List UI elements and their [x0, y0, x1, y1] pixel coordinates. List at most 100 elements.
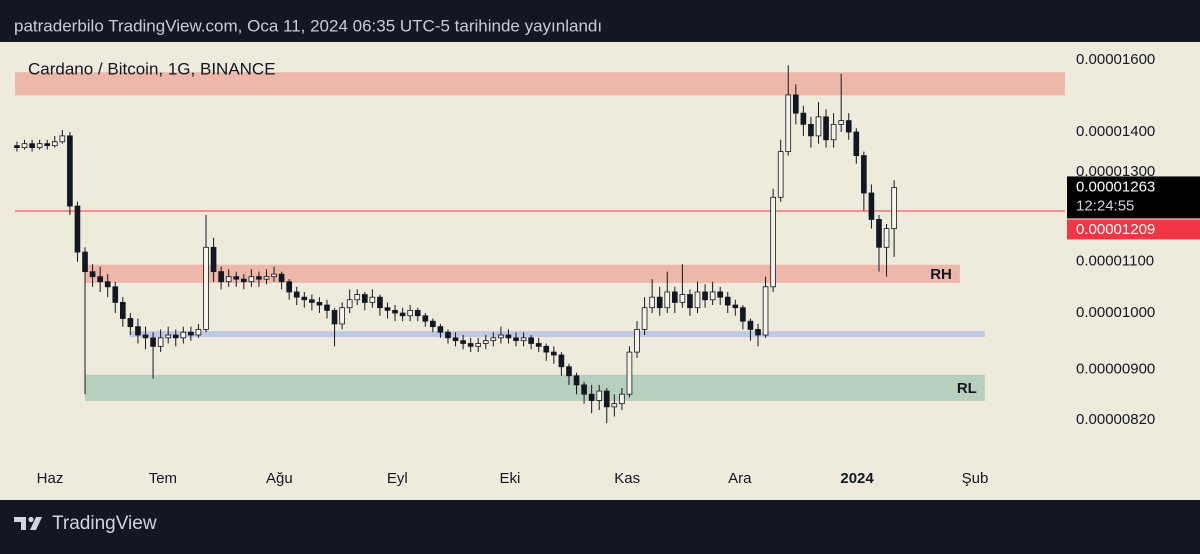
candle-body: [573, 375, 580, 386]
candle-body: [467, 343, 474, 347]
candle-body: [830, 123, 837, 141]
candle-body: [339, 307, 345, 325]
x-tick-label: Ağu: [266, 470, 293, 487]
candle-body: [135, 326, 141, 336]
candle-body: [838, 120, 844, 125]
candle-body: [747, 320, 754, 330]
candle-body: [324, 304, 330, 311]
candle-body: [112, 286, 119, 303]
price-line-label: 0.00001209: [1076, 221, 1155, 238]
candle-body: [369, 296, 376, 303]
candle-body: [225, 276, 232, 283]
last-price-box: [1067, 176, 1200, 219]
candle-body: [377, 296, 383, 309]
candle-body: [505, 334, 512, 339]
candle-body: [724, 296, 731, 306]
candle-body: [248, 276, 255, 283]
candle-body: [664, 291, 671, 309]
candle-body: [619, 393, 625, 405]
x-tick-label: Şub: [962, 470, 989, 487]
candle-body: [180, 331, 187, 339]
candle-body: [51, 141, 58, 147]
candle-body: [384, 307, 391, 311]
candle-body: [891, 187, 897, 229]
candle-body: [762, 286, 769, 336]
candle-body: [240, 278, 247, 283]
zone: [85, 264, 960, 283]
candle-body: [528, 337, 534, 344]
candle-body: [414, 309, 421, 317]
zone: [15, 72, 1065, 96]
candle-body: [120, 302, 126, 319]
candle-body: [475, 343, 482, 347]
footer-logo: [14, 516, 42, 530]
x-tick-label: Haz: [37, 470, 64, 487]
candle-body: [672, 291, 678, 303]
zone: [85, 374, 985, 401]
header-text: patraderbilo TradingView.com, Oca 11, 20…: [14, 16, 602, 35]
candle-body: [97, 276, 103, 283]
y-tick-label: 0.00001100: [1076, 253, 1154, 270]
candle-body: [717, 291, 724, 298]
candle-body: [535, 343, 542, 347]
candle-body: [861, 155, 867, 194]
logo-slash: [30, 517, 42, 530]
candle-body: [452, 337, 459, 342]
y-tick-label: 0.00000900: [1076, 361, 1155, 378]
candle-body: [876, 219, 882, 248]
logo-mark: [14, 517, 26, 530]
candle-body: [498, 334, 504, 339]
candle-body: [740, 307, 746, 322]
candle-body: [482, 340, 489, 344]
candle-body: [36, 143, 43, 149]
candle-body: [422, 315, 429, 322]
countdown-label: 12:24:55: [1076, 197, 1134, 214]
candle-body: [142, 334, 149, 339]
candle-body: [709, 291, 716, 301]
candle-body: [127, 318, 134, 328]
y-tick-label: 0.00000820: [1076, 411, 1155, 428]
candle-body: [82, 251, 88, 273]
candle-body: [195, 329, 202, 336]
zone: [129, 331, 985, 338]
candle-body: [14, 145, 20, 149]
candle-body: [104, 281, 111, 288]
candle-body: [732, 304, 739, 309]
zone-label: RH: [930, 266, 952, 283]
candle-body: [172, 334, 179, 339]
candle-body: [218, 271, 224, 283]
candle-body: [29, 143, 35, 149]
candle-body: [581, 384, 587, 395]
x-tick-label: Ara: [728, 470, 752, 487]
candle-body: [551, 351, 557, 356]
chart-title: Cardano / Bitcoin, 1G, BINANCE: [28, 59, 276, 78]
candle-body: [165, 334, 172, 339]
candle-body: [513, 337, 519, 342]
candle-body: [392, 309, 398, 314]
candle-body: [755, 329, 761, 336]
plot: RHRL0.000016000.000014000.000013000.0000…: [14, 51, 1200, 487]
zone-label: RL: [957, 380, 977, 397]
candle-body: [490, 337, 497, 342]
candle-body: [679, 294, 686, 303]
candle-body: [883, 228, 890, 248]
x-tick-label: Kas: [614, 470, 640, 487]
x-tick-label: Eyl: [387, 470, 408, 487]
candle-body: [286, 281, 293, 293]
candle-body: [702, 291, 708, 301]
candle-body: [808, 123, 814, 137]
y-tick-label: 0.00001400: [1076, 123, 1155, 140]
candle-body: [44, 143, 51, 147]
candle-body: [687, 294, 693, 309]
candle-body: [309, 299, 315, 303]
candle-body: [157, 337, 164, 347]
candle-body: [59, 135, 66, 143]
candle-body: [694, 291, 701, 309]
candle-body: [823, 116, 829, 141]
candle-body: [331, 309, 338, 325]
candle-body: [21, 143, 28, 149]
candle-body: [626, 351, 633, 395]
candle-body: [210, 246, 217, 273]
candle-body: [868, 192, 875, 220]
